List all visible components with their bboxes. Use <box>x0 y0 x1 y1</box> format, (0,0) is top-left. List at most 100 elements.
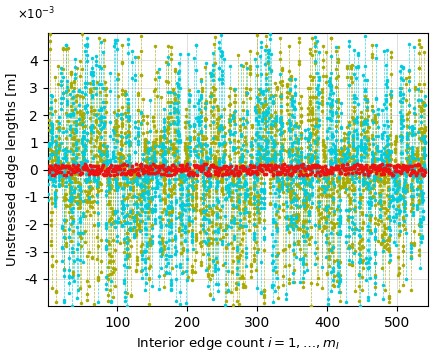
Point <box>97 269 104 275</box>
Point <box>197 161 204 167</box>
Point <box>220 157 227 163</box>
Point <box>362 165 369 170</box>
Point <box>294 226 301 232</box>
Point <box>412 84 419 90</box>
Point <box>225 127 232 133</box>
Point <box>146 145 153 151</box>
Point <box>130 202 137 207</box>
Point <box>178 172 185 178</box>
Point <box>55 63 62 69</box>
Point <box>187 134 194 140</box>
Point <box>378 171 385 176</box>
Point <box>79 66 85 72</box>
Point <box>166 103 173 109</box>
Point <box>62 155 69 160</box>
Point <box>112 177 119 183</box>
Point <box>365 265 372 270</box>
Point <box>243 92 250 98</box>
Point <box>377 165 384 171</box>
Point <box>242 284 249 290</box>
Point <box>319 64 326 70</box>
Point <box>315 135 322 141</box>
Point <box>258 89 265 95</box>
Point <box>279 184 286 189</box>
Point <box>419 209 426 214</box>
Point <box>167 188 174 194</box>
Point <box>47 166 54 172</box>
Point <box>68 175 75 180</box>
Point <box>178 240 184 245</box>
Point <box>328 117 335 123</box>
Point <box>131 169 138 175</box>
Point <box>160 175 167 181</box>
Point <box>397 196 404 202</box>
Point <box>194 142 201 148</box>
Point <box>319 192 326 198</box>
Point <box>111 124 118 130</box>
Point <box>215 159 222 164</box>
Point <box>351 95 358 101</box>
Point <box>62 191 69 197</box>
Point <box>97 187 104 193</box>
Point <box>236 183 243 189</box>
Point <box>112 128 119 134</box>
Point <box>322 239 329 245</box>
Point <box>324 296 331 301</box>
Point <box>200 200 207 206</box>
Point <box>299 261 306 267</box>
Point <box>81 146 88 152</box>
Point <box>210 161 217 167</box>
Point <box>85 184 92 190</box>
Point <box>147 198 154 204</box>
Point <box>319 44 326 49</box>
Point <box>379 135 386 141</box>
Point <box>301 197 308 203</box>
Point <box>73 165 80 171</box>
Point <box>318 98 325 104</box>
Point <box>421 100 428 106</box>
Point <box>234 196 241 202</box>
Point <box>55 142 62 147</box>
Point <box>62 202 69 208</box>
Point <box>102 160 109 166</box>
Point <box>414 97 421 103</box>
Point <box>345 147 352 153</box>
Point <box>240 63 247 68</box>
Point <box>177 162 184 168</box>
Point <box>351 104 358 110</box>
Point <box>99 124 106 130</box>
Point <box>108 185 115 190</box>
Point <box>301 179 308 184</box>
Point <box>243 180 250 186</box>
Point <box>210 92 217 98</box>
Point <box>375 200 381 206</box>
Point <box>335 281 342 286</box>
Point <box>236 168 243 174</box>
Point <box>102 153 109 158</box>
Point <box>143 280 150 286</box>
Point <box>99 166 105 171</box>
Point <box>65 165 72 171</box>
Point <box>352 163 358 169</box>
Point <box>165 100 172 105</box>
Point <box>351 47 358 53</box>
Point <box>51 196 58 202</box>
Point <box>134 222 141 227</box>
Point <box>419 192 426 197</box>
Point <box>333 137 340 143</box>
Point <box>150 118 157 124</box>
Point <box>396 232 403 237</box>
Point <box>254 164 261 169</box>
Point <box>391 175 398 181</box>
Point <box>358 122 365 127</box>
Point <box>290 221 297 227</box>
Point <box>48 128 55 134</box>
Point <box>118 121 125 126</box>
Point <box>276 183 283 189</box>
Point <box>196 116 203 121</box>
Point <box>322 163 329 169</box>
Point <box>329 190 336 196</box>
Point <box>164 119 171 125</box>
Point <box>231 169 238 175</box>
Point <box>340 151 347 157</box>
